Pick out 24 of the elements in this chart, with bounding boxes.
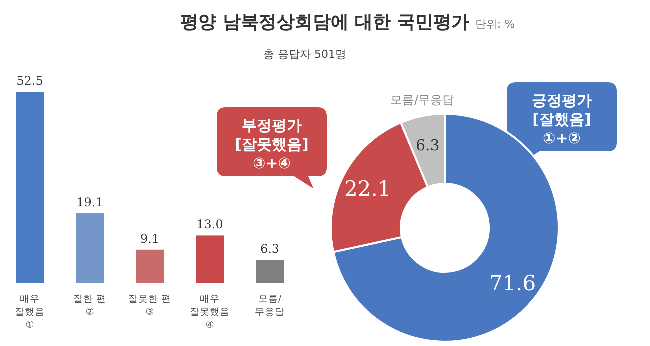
bar xyxy=(256,260,284,283)
data-label: 52.5 xyxy=(16,74,44,88)
data-label: 71.6 xyxy=(489,272,536,296)
x-tick-label: 잘못한 편 ③ xyxy=(128,294,172,318)
bar xyxy=(16,92,44,283)
data-label: 13.0 xyxy=(196,218,224,232)
data-label: 6.3 xyxy=(416,136,440,155)
data-label: 9.1 xyxy=(140,232,160,246)
x-tick-label: 모름/ 무응답 xyxy=(255,294,285,318)
bar xyxy=(136,250,164,283)
chart-subtitle: 단위: % xyxy=(475,18,516,31)
x-tick-label: 매우 잘못했음 ④ xyxy=(190,294,230,331)
x-tick-label: 잘한 편 ② xyxy=(73,294,107,318)
chart-title: 평양 남북정상회담에 대한 국민평가 xyxy=(180,12,470,33)
x-tick-label: 매우 잘했음 ① xyxy=(15,294,45,331)
data-label: 22.1 xyxy=(344,176,392,201)
bar xyxy=(76,214,104,283)
text: 총 응답자 501명 xyxy=(264,48,346,61)
data-label: 19.1 xyxy=(76,196,104,210)
slice-label: 모름/무응답 xyxy=(390,93,455,108)
bar xyxy=(196,236,224,283)
data-label: 6.3 xyxy=(260,242,280,256)
slice-label: 긍정평가 [잘했음] ①+② xyxy=(532,92,592,148)
slice-label: 부정평가 [잘못했음] ③+④ xyxy=(235,116,309,172)
